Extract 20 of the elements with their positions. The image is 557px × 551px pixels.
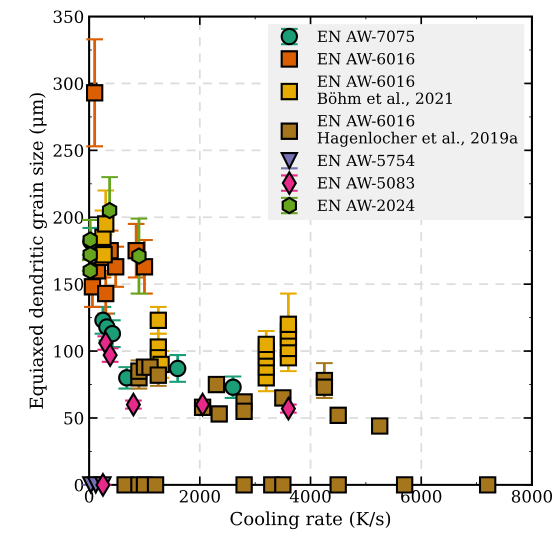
x-tick-label: 2000: [180, 490, 220, 503]
y-tick-label: 50: [64, 412, 84, 425]
y-tick-label: 200: [54, 211, 84, 224]
x-axis-title: Cooling rate (K/s): [230, 511, 390, 530]
legend-label: EN AW-5083: [318, 177, 414, 189]
legend-label: EN AW-6016 Böhm et al., 2021: [318, 75, 452, 106]
legend-label: EN AW-6016 Hagenlocher et al., 2019a: [318, 114, 518, 147]
legend-label: EN AW-7075: [318, 30, 414, 42]
legend-label: EN AW-6016: [318, 52, 414, 65]
x-tick-label: 4000: [290, 490, 331, 503]
y-tick-label: 150: [54, 278, 84, 291]
legend-label: EN AW-2024: [318, 200, 414, 212]
y-tick-label: 0: [74, 478, 84, 492]
y-tick-label: 250: [54, 144, 84, 157]
x-tick-label: 8000: [512, 490, 552, 503]
y-tick-label: 300: [54, 77, 84, 90]
legend-label: EN AW-5754: [318, 154, 414, 166]
y-tick-label: 350: [54, 10, 84, 24]
y-tick-label: 100: [54, 345, 84, 358]
y-axis-title: Equiaxed dendritic grain size (μm): [29, 93, 47, 409]
